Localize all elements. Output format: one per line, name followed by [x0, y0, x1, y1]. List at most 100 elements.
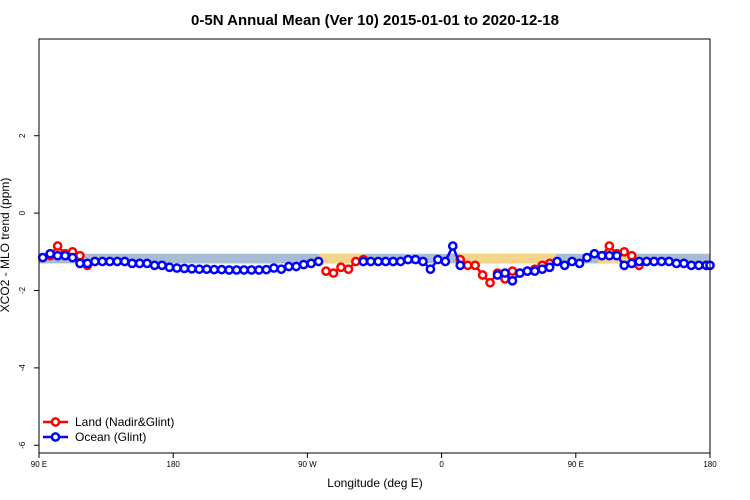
ocean-point — [634, 256, 645, 267]
ocean-point — [410, 254, 421, 265]
ocean-point — [60, 250, 70, 261]
ocean-point — [134, 258, 145, 269]
ocean-point — [500, 268, 510, 278]
land-point — [477, 270, 488, 280]
x-tick-label: 180 — [703, 460, 717, 469]
ocean-point — [97, 256, 108, 267]
ocean-point — [291, 261, 302, 272]
ocean-point — [194, 264, 205, 275]
legend-label: Land (Nadir&Glint) — [75, 415, 174, 429]
land-point — [626, 250, 637, 261]
ocean-point — [544, 262, 555, 273]
ocean-point — [142, 258, 152, 269]
land-point — [619, 246, 630, 257]
ocean-point — [626, 258, 637, 269]
land-point — [604, 241, 615, 251]
ocean-point — [231, 265, 242, 275]
ocean-point — [507, 275, 518, 286]
ocean-point — [597, 250, 607, 261]
ocean-point — [641, 256, 652, 267]
ocean-point — [604, 250, 615, 261]
ocean-point — [440, 256, 451, 267]
y-tick-label: 2 — [18, 133, 27, 138]
ocean-point — [186, 263, 197, 274]
land-point — [470, 260, 480, 271]
legend: Land (Nadir&Glint)Ocean (Glint) — [43, 415, 174, 444]
ocean-point — [224, 265, 234, 275]
ocean-point — [567, 256, 577, 267]
ocean-point — [395, 256, 406, 267]
ocean-point — [455, 260, 466, 271]
y-axis-label: XCO2 - MLO trend (ppm) — [0, 178, 12, 313]
ocean-point — [552, 256, 563, 267]
y-tick-label: -6 — [18, 441, 27, 449]
ocean-point — [37, 252, 48, 263]
ocean-point — [559, 260, 570, 271]
ocean-point — [358, 256, 369, 267]
x-axis-label: Longitude (deg E) — [327, 476, 422, 490]
land-point — [52, 241, 63, 251]
ocean-point — [283, 261, 294, 272]
ocean-point — [90, 256, 100, 267]
ocean-point — [172, 263, 182, 273]
ocean-point — [269, 263, 279, 273]
ocean-point — [246, 265, 257, 275]
ocean-point — [82, 258, 93, 269]
ocean-point — [693, 260, 704, 271]
ocean-point — [671, 258, 682, 269]
land-point — [321, 266, 331, 276]
x-axis-ticks: 90 E 180 90 W 0 90 E 180 — [31, 453, 717, 469]
ocean-point — [276, 264, 287, 275]
x-tick-label: 180 — [167, 460, 181, 469]
ocean-point — [433, 254, 443, 265]
ocean-point — [112, 256, 123, 267]
y-tick-label: 0 — [18, 210, 27, 215]
ocean-point — [656, 256, 667, 267]
x-tick-label: 90 E — [568, 460, 584, 469]
x-tick-label: 90 E — [31, 460, 47, 469]
land-point — [351, 256, 361, 267]
ocean-point — [515, 268, 525, 278]
ocean-point — [306, 258, 316, 269]
land-point — [507, 266, 518, 276]
ocean-point — [679, 258, 689, 269]
y-tick-label: -2 — [18, 286, 27, 294]
ocean-point — [67, 252, 78, 263]
legend-marker — [50, 432, 61, 442]
ocean-point — [201, 264, 212, 275]
ocean-point — [239, 265, 249, 275]
ocean-point — [425, 264, 436, 275]
ocean-point — [686, 260, 697, 271]
ocean-point — [664, 256, 674, 267]
land-point — [343, 264, 354, 275]
plot-frame — [38, 38, 711, 454]
ocean-point — [365, 256, 376, 267]
ocean-point — [373, 256, 384, 267]
ocean-point — [216, 264, 227, 275]
ocean-point — [179, 263, 190, 274]
land-point — [336, 262, 346, 273]
land-point — [462, 260, 473, 271]
ocean-point — [209, 264, 220, 275]
ocean-point — [589, 248, 600, 259]
ocean-point — [75, 258, 85, 269]
ocean-point — [52, 250, 63, 261]
ocean-point — [380, 256, 391, 267]
ocean-point — [611, 250, 622, 261]
y-axis-ticks: 2 0 -2 -4 -6 — [18, 133, 39, 449]
legend-label: Ocean (Glint) — [75, 430, 146, 444]
land-point — [75, 250, 85, 261]
y-tick-label: -4 — [18, 364, 27, 372]
ocean-point — [537, 264, 548, 275]
x-tick-label: 90 W — [298, 460, 317, 469]
ocean-point — [298, 259, 309, 270]
land-point — [485, 277, 495, 288]
ocean-point — [164, 262, 175, 273]
ocean-point — [492, 270, 503, 280]
ocean-point — [403, 254, 413, 265]
ocean-point — [649, 256, 659, 267]
ocean-point — [522, 266, 533, 276]
land-point — [328, 268, 339, 278]
legend-marker — [50, 417, 61, 427]
